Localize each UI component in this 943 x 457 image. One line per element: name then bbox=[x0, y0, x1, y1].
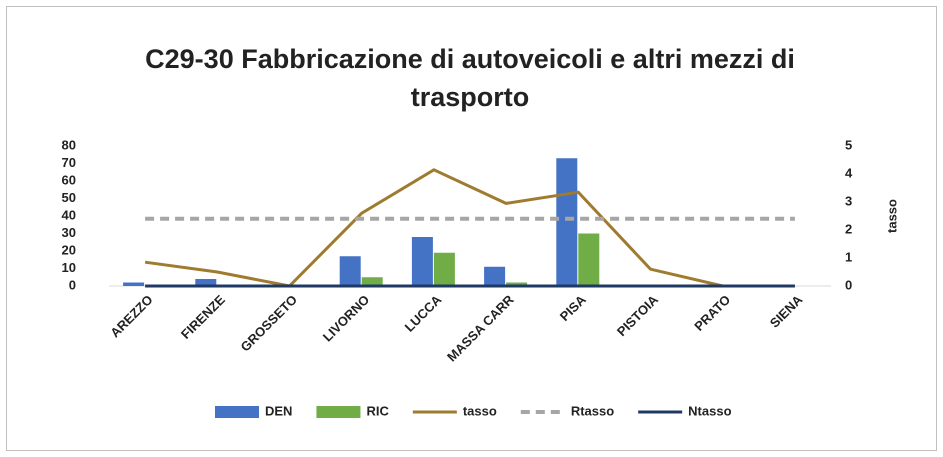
y-tick-label: 80 bbox=[62, 137, 76, 152]
bar bbox=[484, 266, 506, 286]
bar bbox=[578, 233, 600, 286]
y-tick-label: 40 bbox=[62, 207, 76, 222]
bar bbox=[339, 256, 361, 286]
chart-border bbox=[6, 6, 937, 451]
bar bbox=[506, 282, 528, 286]
y-tick-label: 30 bbox=[62, 225, 76, 240]
y2-tick-label: 3 bbox=[845, 193, 852, 208]
y-tick-label: 10 bbox=[62, 260, 76, 275]
y2-tick-label: 4 bbox=[845, 165, 853, 180]
line-series bbox=[144, 168, 795, 288]
legend-label: tasso bbox=[463, 403, 497, 418]
y2-tick-label: 0 bbox=[845, 277, 852, 292]
legend-label: Ntasso bbox=[688, 403, 731, 418]
y-tick-label: 70 bbox=[62, 155, 76, 170]
bar bbox=[411, 237, 433, 286]
legend-swatch bbox=[215, 406, 259, 418]
bar bbox=[123, 282, 145, 286]
legend-swatch bbox=[316, 406, 361, 418]
y2-tick-label: 5 bbox=[845, 137, 852, 152]
chart-title: C29-30 Fabbricazione di autoveicoli e al… bbox=[145, 44, 795, 112]
bar bbox=[556, 158, 578, 286]
y-tick-label: 60 bbox=[62, 172, 76, 187]
y2-tick-label: 2 bbox=[845, 221, 852, 236]
legend-label: DEN bbox=[265, 403, 292, 418]
legend-label: RIC bbox=[366, 403, 389, 418]
y2-axis-label: tasso bbox=[884, 199, 899, 233]
y-tick-label: 20 bbox=[62, 242, 76, 257]
y2-tick-label: 1 bbox=[845, 249, 852, 264]
y-tick-label: 0 bbox=[69, 277, 76, 292]
legend-label: Rtasso bbox=[571, 403, 614, 418]
y-tick-label: 50 bbox=[62, 190, 76, 205]
bar bbox=[195, 279, 217, 286]
bar bbox=[361, 277, 383, 286]
bar bbox=[433, 252, 455, 286]
